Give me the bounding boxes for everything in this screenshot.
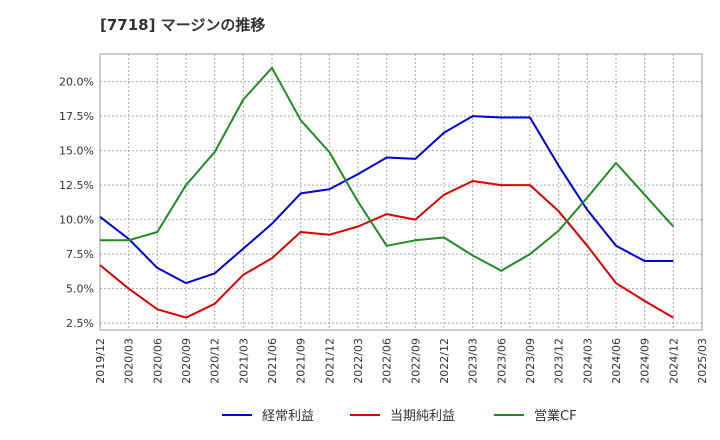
- y-axis: 2.5% 5.0% 7.5% 10.0% 12.5% 15.0% 17.5% 20.0%: [59, 76, 94, 331]
- x-tick-label: 2025/03: [696, 338, 709, 384]
- series-lines: [99, 66, 675, 319]
- chart-title: [7718] マージンの推移: [100, 16, 265, 34]
- y-tick-label: 5.0%: [66, 283, 94, 296]
- x-tick-label: 2020/06: [151, 338, 164, 384]
- x-tick-label: 2022/09: [409, 338, 422, 384]
- series-line: [100, 66, 675, 272]
- x-tick-label: 2024/06: [610, 338, 623, 384]
- y-tick-label: 7.5%: [66, 248, 94, 261]
- x-tick-label: 2020/12: [209, 338, 222, 384]
- x-tick-label: 2023/03: [467, 338, 480, 384]
- x-tick-label: 2021/09: [295, 338, 308, 384]
- x-tick-label: 2023/09: [524, 338, 537, 384]
- x-tick-label: 2023/06: [495, 338, 508, 384]
- legend-label: 当期純利益: [390, 409, 455, 424]
- y-tick-label: 10.0%: [59, 214, 94, 227]
- y-tick-label: 15.0%: [59, 145, 94, 158]
- x-tick-label: 2020/03: [123, 338, 136, 384]
- x-tick-label: 2022/03: [352, 338, 365, 384]
- x-tick-label: 2024/03: [581, 338, 594, 384]
- grid-lines: [99, 54, 703, 330]
- legend: 経常利益 当期純利益 営業CF: [222, 408, 577, 424]
- plot-area: [99, 53, 703, 331]
- x-tick-label: 2021/06: [266, 338, 279, 384]
- legend-label: 経常利益: [262, 409, 314, 424]
- x-tick-label: 2020/09: [180, 338, 193, 384]
- x-tick-label: 2022/06: [381, 338, 394, 384]
- x-tick-label: 2019/12: [94, 338, 107, 384]
- x-tick-label: 2024/12: [667, 338, 680, 384]
- series-line: [99, 180, 674, 319]
- y-tick-label: 20.0%: [59, 76, 94, 89]
- y-tick-label: 2.5%: [66, 317, 94, 330]
- x-tick-label: 2024/09: [639, 338, 652, 384]
- x-tick-label: 2021/12: [323, 338, 336, 384]
- x-axis: 2019/12 2020/03 2020/06 2020/09 2020/12 2021/…: [94, 338, 709, 384]
- x-tick-label: 2021/03: [237, 338, 250, 384]
- legend-label: 営業CF: [534, 408, 577, 424]
- y-tick-label: 17.5%: [59, 110, 94, 123]
- x-tick-label: 2022/12: [438, 338, 451, 384]
- series-line: [99, 115, 674, 285]
- x-tick-label: 2023/12: [553, 338, 566, 384]
- y-tick-label: 12.5%: [59, 179, 94, 192]
